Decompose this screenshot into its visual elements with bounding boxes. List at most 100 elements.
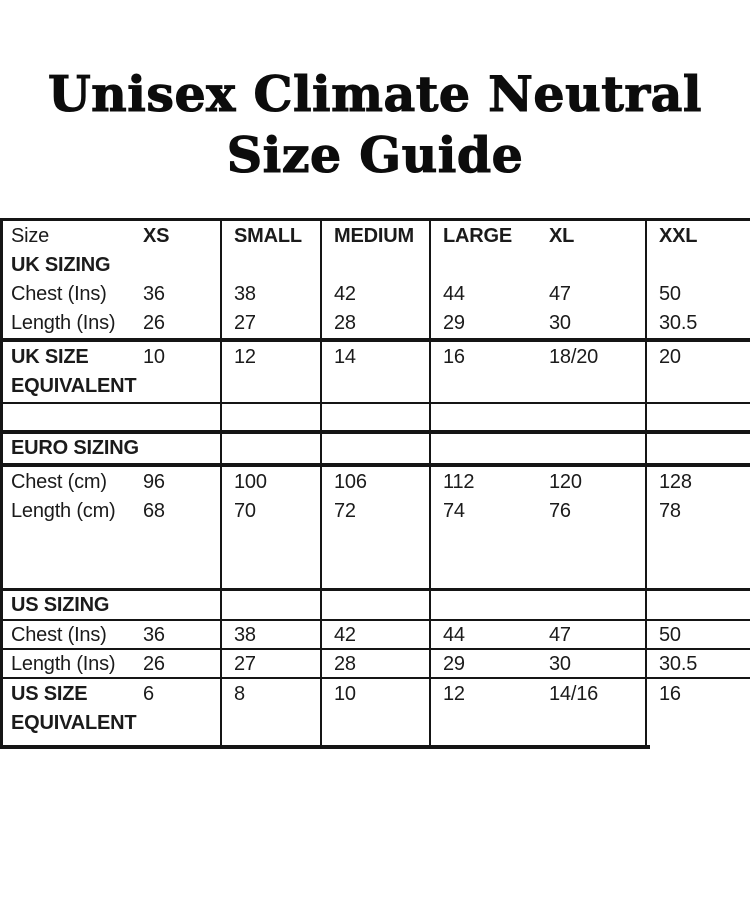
us-equiv-xl: 14/16 [549,683,599,705]
uk-chest-label: Chest (Ins) [11,283,107,305]
uk-equiv-xl: 18/20 [549,346,599,368]
us-length-large: 29 [443,653,465,675]
euro-chest-large: 112 [443,471,475,493]
spacer-line [659,251,750,280]
us-equiv-xxl: 16 [659,683,681,705]
empty-cell [431,404,647,430]
uk-block-cell-xxl: XXL 50 30.5 [647,221,750,338]
us-length-large-xl: 29 30 [431,651,645,678]
us-chest-large: 44 [443,624,465,646]
euro-cell-small: 100 70 [222,467,322,588]
euro-length-label: Length (cm) [11,500,116,522]
uk-block-cell-small: SMALL 38 27 [222,221,322,338]
column-header-xs: XS [143,225,170,247]
uk-equiv-xxl: 20 [659,346,681,368]
empty-cell [647,591,750,619]
size-column-label: Size [11,225,50,247]
uk-size-equivalent-row: UK SIZE 10 EQUIVALENT 12 14 16 18/20 [3,338,750,402]
us-equiv-line1: US SIZE 6 [11,680,220,709]
us-equiv-large: 12 [443,683,465,705]
table-bottom-border [0,745,650,749]
euro-sizing-heading-row: EURO SIZING [3,430,750,463]
empty-cell [322,591,431,619]
uk-equiv-cell-small: 12 [222,342,322,402]
spacer-line [431,251,645,280]
euro-heading-cell: EURO SIZING [3,434,222,463]
empty-cell [431,591,647,619]
size-guide-table: Size XS UK SIZING Chest (Ins) 36 Length … [0,218,750,745]
us-heading-cell: US SIZING [3,591,222,619]
us-chest-label-cell: Chest (Ins) 36 [3,621,222,649]
header-line: Size XS [11,222,220,251]
uk-length-xl: 30 [549,312,571,334]
header-line: LARGE XL [431,222,645,251]
us-chest-cell-small: 38 [222,621,322,649]
us-chest-xxl: 50 [659,624,681,646]
uk-chest-line: Chest (Ins) 36 [11,280,220,309]
empty-cell [647,434,750,463]
uk-equiv-cell-medium: 14 [322,342,431,402]
title-line-2: Size Guide [226,125,524,184]
euro-length-xs: 68 [143,500,165,522]
euro-length-small: 70 [234,500,256,522]
uk-equiv-large-xl: 16 18/20 [431,343,645,372]
uk-chest-xs: 36 [143,283,165,305]
us-chest-xl: 47 [549,624,571,646]
euro-chest-line: Chest (cm) 96 [11,468,220,497]
uk-equiv-line1: UK SIZE 10 [11,343,220,372]
us-equiv-medium: 10 [334,683,356,705]
uk-chest-xl: 47 [549,283,571,305]
uk-sizing-block: Size XS UK SIZING Chest (Ins) 36 Length … [3,221,750,338]
euro-length-large-xl: 74 76 [431,497,645,526]
euro-cell-large-xl: 112 120 74 76 [431,467,647,588]
us-length-label: Length (Ins) [11,653,116,675]
empty-row [3,402,750,430]
uk-sizing-heading: UK SIZING [11,254,111,276]
euro-labels-cell: Chest (cm) 96 Length (cm) 68 [3,467,222,588]
us-length-line: Length (Ins) 26 [11,651,220,678]
empty-cell [647,404,750,430]
euro-cell-xxl: 128 78 [647,467,750,588]
page-title: Unisex Climate Neutral Size Guide [0,64,750,186]
empty-cell [322,434,431,463]
us-equiv-label-2: EQUIVALENT [11,712,137,734]
us-length-medium: 28 [334,653,356,675]
uk-block-cell-medium: MEDIUM 42 28 [322,221,431,338]
euro-chest-xl: 120 [549,471,582,493]
us-size-equivalent-row: US SIZE 6 EQUIVALENT 8 10 12 14/16 [3,677,750,745]
uk-length-large-xl: 29 30 [431,309,645,338]
us-chest-line: Chest (Ins) 36 [11,622,220,649]
us-equiv-small: 8 [234,683,245,705]
us-equiv-cell-xxl: 16 [647,679,750,745]
uk-equiv-line2: EQUIVALENT [11,372,220,401]
uk-block-cell-size-xs: Size XS UK SIZING Chest (Ins) 36 Length … [3,221,222,338]
us-chest-xs: 36 [143,624,165,646]
us-chest-row: Chest (Ins) 36 38 42 44 47 50 [3,619,750,649]
empty-cell [222,591,322,619]
euro-sizing-heading: EURO SIZING [11,437,139,459]
us-equiv-cell-small: 8 [222,679,322,745]
euro-length-xl: 76 [549,500,571,522]
uk-equiv-label-1: UK SIZE [11,346,89,368]
column-header-small: SMALL [234,225,302,247]
euro-length-line: Length (cm) 68 [11,497,220,526]
us-chest-large-xl: 44 47 [431,622,645,649]
empty-cell [222,434,322,463]
euro-chest-medium: 106 [334,471,367,493]
uk-length-label: Length (Ins) [11,312,116,334]
us-chest-label: Chest (Ins) [11,624,107,646]
us-chest-medium: 42 [334,624,356,646]
euro-chest-xxl: 128 [659,471,692,493]
uk-length-line: Length (Ins) 26 [11,309,220,338]
uk-chest-xxl: 50 [659,283,681,305]
us-length-label-cell: Length (Ins) 26 [3,650,222,678]
euro-data-block: Chest (cm) 96 Length (cm) 68 100 70 106 … [3,463,750,588]
us-length-cell-large-xl: 29 30 [431,650,647,678]
us-equiv-label-cell: US SIZE 6 EQUIVALENT [3,679,222,745]
euro-cell-medium: 106 72 [322,467,431,588]
euro-length-xxl: 78 [659,500,681,522]
us-length-row: Length (Ins) 26 27 28 29 30 30.5 [3,648,750,678]
euro-length-medium: 72 [334,500,356,522]
spacer-line [334,251,429,280]
us-length-cell-xxl: 30.5 [647,650,750,678]
